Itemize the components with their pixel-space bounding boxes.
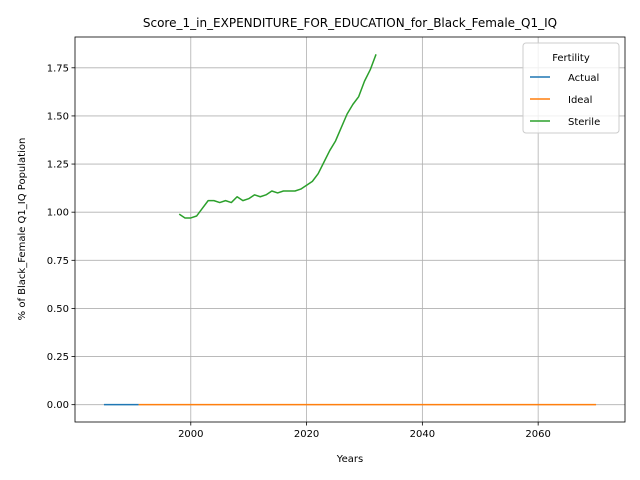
legend-title: Fertility (552, 53, 590, 64)
x-tick-label: 2040 (410, 429, 435, 440)
y-tick-label: 0.25 (47, 352, 69, 363)
x-tick-label: 2020 (294, 429, 319, 440)
legend: Fertility Actual Ideal Sterile (522, 42, 620, 134)
chart-title: Score_1_in_EXPENDITURE_FOR_EDUCATION_for… (143, 16, 557, 30)
x-tick-label: 2060 (525, 429, 550, 440)
y-tick-label: 1.50 (47, 111, 69, 122)
y-tick-label: 0.75 (47, 256, 69, 267)
x-axis-label: Years (336, 454, 363, 465)
plot-frame (74, 36, 626, 423)
y-tick-label: 1.00 (47, 208, 69, 219)
legend-label-sterile: Sterile (568, 117, 600, 128)
axis-ticks: 2000 2020 2040 2060 0.00 0.25 0.50 0.75 1.00 1.25… (47, 63, 551, 440)
x-tick-label: 2000 (178, 429, 203, 440)
y-axis-label: % of Black_Female Q1_IQ Population (17, 138, 28, 321)
series-line-sterile (178, 54, 377, 219)
series-lines (103, 54, 597, 406)
y-tick-label: 0.00 (47, 400, 69, 411)
legend-box (522, 42, 620, 134)
legend-label-ideal: Ideal (568, 95, 592, 106)
legend-label-actual: Actual (568, 73, 599, 84)
y-tick-label: 1.75 (47, 63, 69, 74)
y-tick-label: 1.25 (47, 160, 69, 171)
y-tick-label: 0.50 (47, 304, 69, 315)
